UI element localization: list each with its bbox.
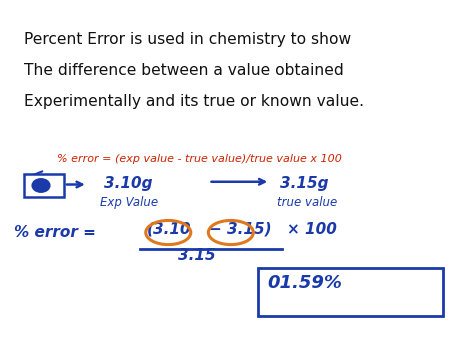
Text: % error = (exp value - true value)/true value x 100: % error = (exp value - true value)/true …: [57, 154, 342, 164]
Text: The difference between a value obtained: The difference between a value obtained: [24, 63, 344, 78]
Text: × 100: × 100: [287, 222, 337, 237]
Text: (3.10: (3.10: [147, 222, 191, 237]
FancyBboxPatch shape: [24, 174, 64, 197]
Text: 3.15: 3.15: [178, 248, 215, 263]
Text: Experimentally and its true or known value.: Experimentally and its true or known val…: [24, 94, 364, 109]
Text: Percent Error is used in chemistry to show: Percent Error is used in chemistry to sh…: [24, 32, 351, 47]
Text: 01.59%: 01.59%: [268, 274, 343, 292]
Text: Exp Value: Exp Value: [100, 196, 158, 209]
Text: 3.15g: 3.15g: [280, 176, 328, 191]
Text: 3.10g: 3.10g: [104, 176, 153, 191]
Text: % error =: % error =: [14, 225, 96, 240]
Text: true value: true value: [277, 196, 337, 209]
Circle shape: [32, 179, 49, 192]
FancyBboxPatch shape: [258, 268, 443, 316]
Text: − 3.15): − 3.15): [209, 222, 271, 237]
